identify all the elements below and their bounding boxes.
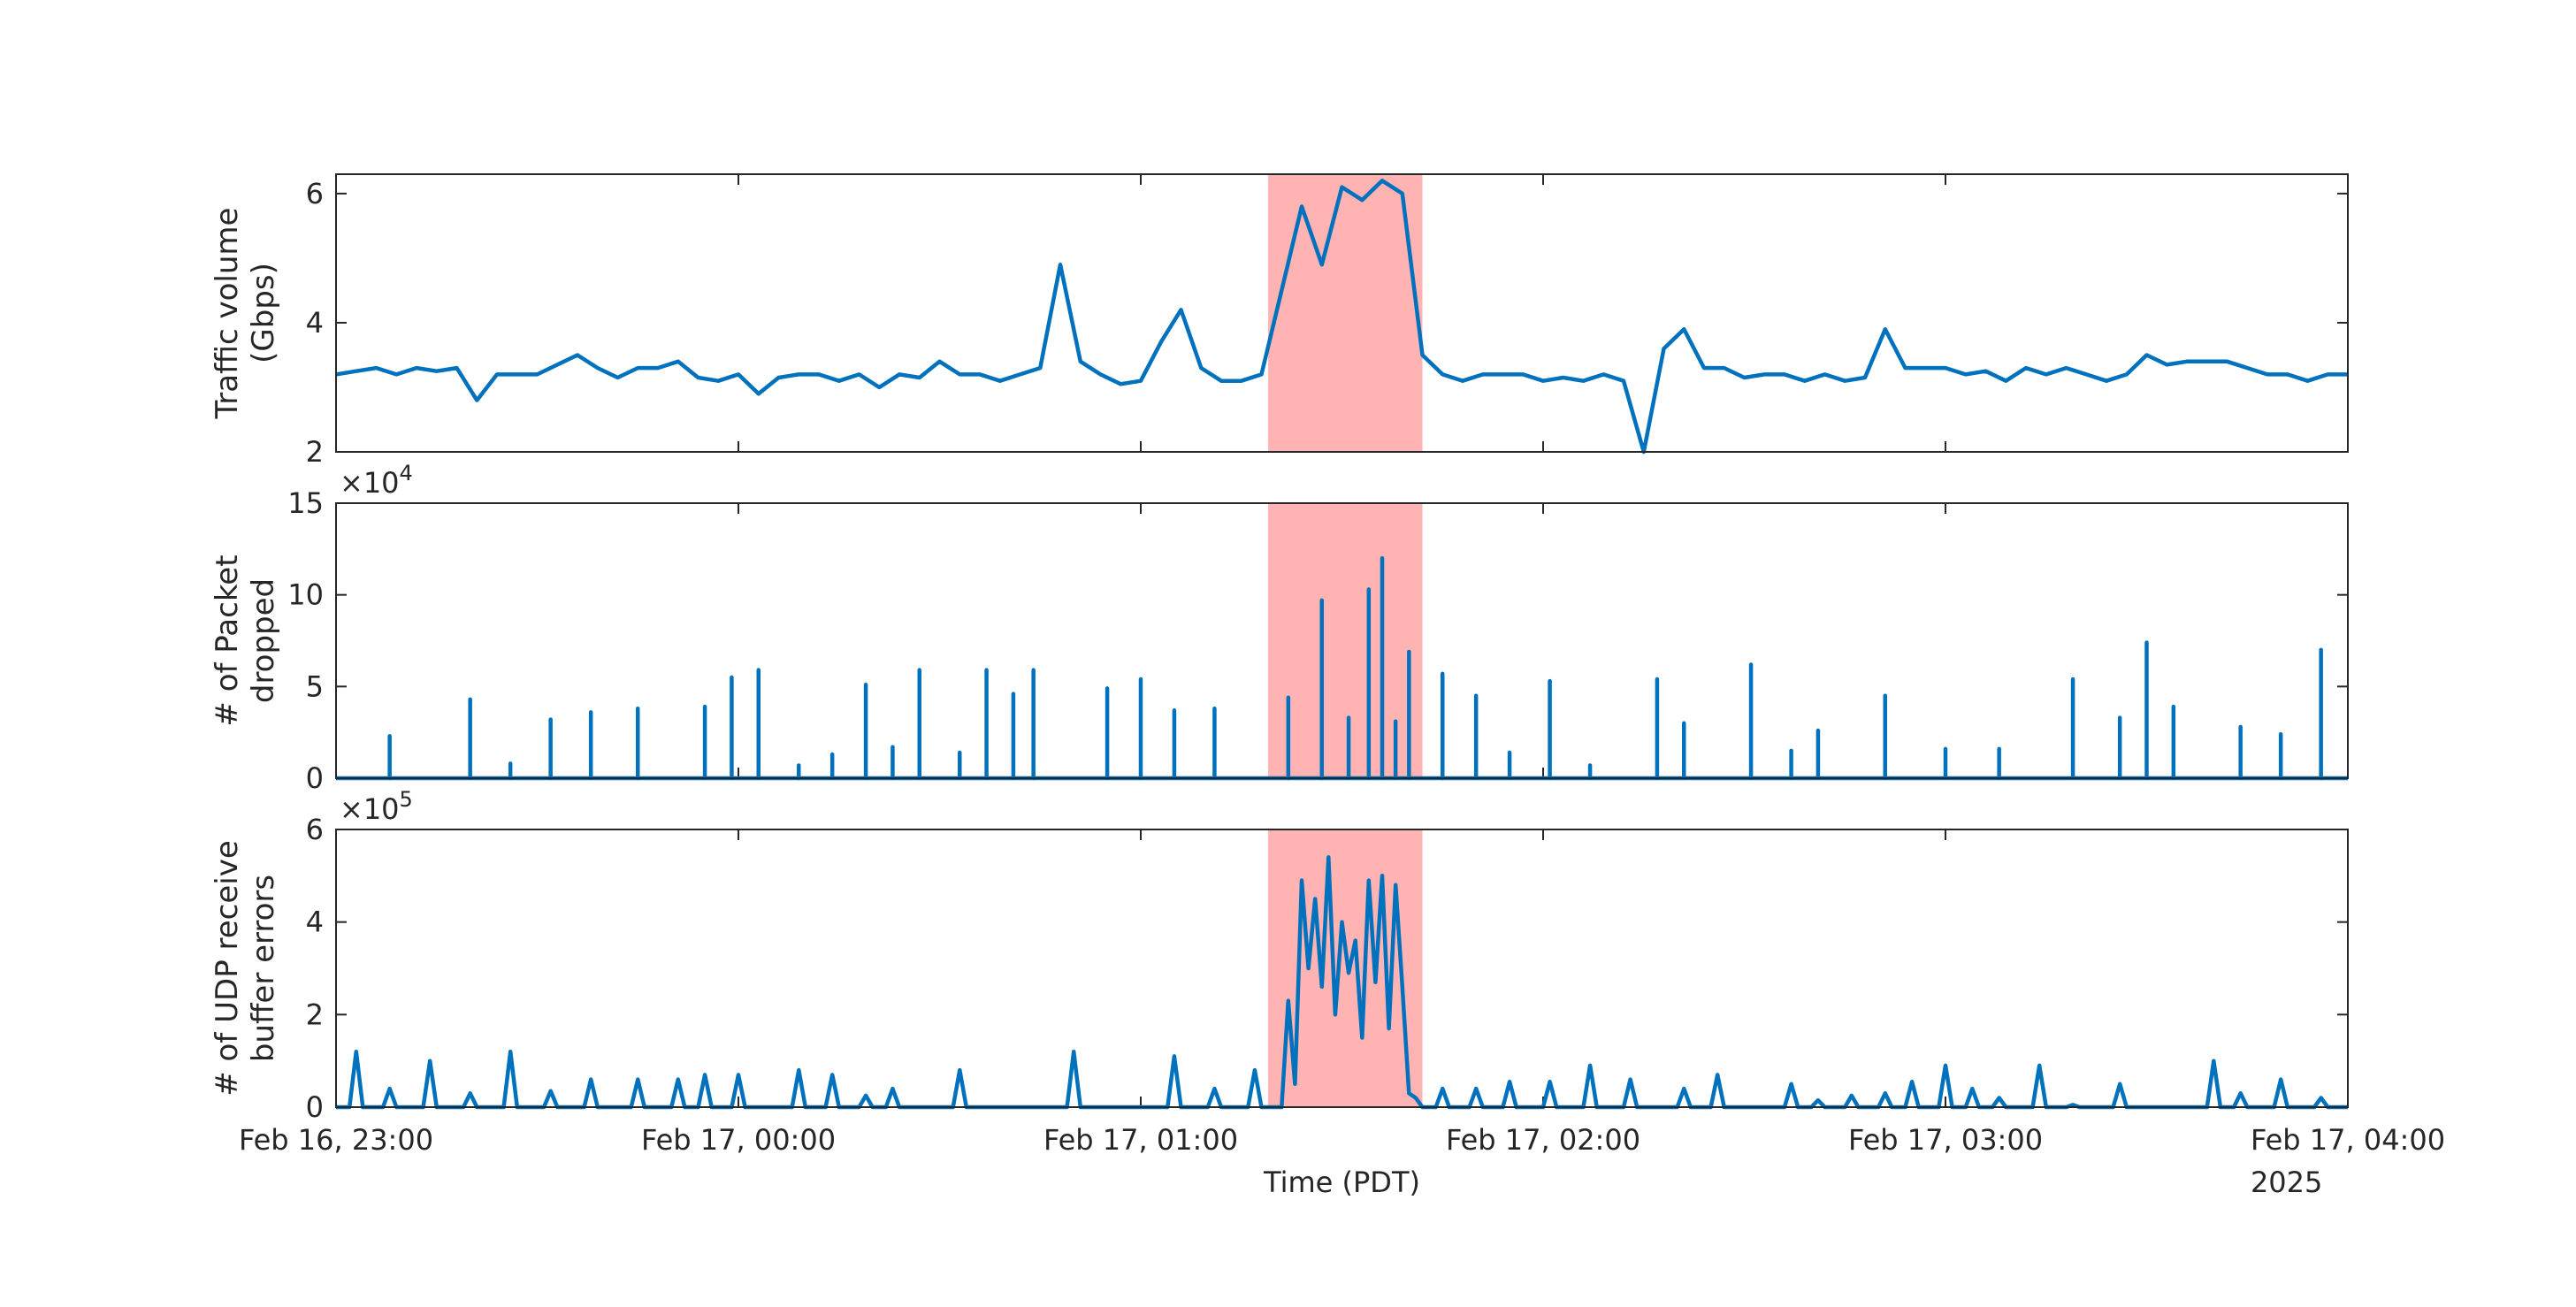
y-axis-label: # of Packet: [210, 554, 245, 726]
y-tick-label: 5: [306, 669, 324, 703]
panel: 0 5 10 15: [287, 486, 2349, 795]
y-axis-label: Traffic volume: [210, 208, 245, 420]
highlight-region: [1268, 503, 1423, 778]
y-axis-label: buffer errors: [246, 875, 281, 1062]
plot-frame: [335, 502, 2349, 779]
x-tick-label: Feb 17, 03:00: [1848, 1123, 2043, 1157]
multiplier-base: ×10: [340, 466, 400, 500]
y-tick-label: 15: [287, 486, 324, 520]
panel: 0 2 4 6: [306, 813, 2349, 1124]
y-tick-label: 10: [287, 578, 324, 612]
y-tick-label: 4: [306, 906, 324, 939]
y-tick-label: 6: [306, 177, 324, 210]
data-line: [335, 179, 2348, 455]
plot-frame: [335, 829, 2349, 1108]
y-tick-label: 0: [306, 1090, 324, 1124]
plot-frame: [335, 173, 2349, 453]
y-axis-label: (Gbps): [246, 263, 281, 363]
highlight-region: [1268, 174, 1423, 452]
multiplier-exponent: 4: [400, 461, 413, 485]
panel: 2 4 6: [306, 173, 2349, 469]
multiplier-exponent: 5: [400, 787, 413, 812]
x-tick-label: Feb 17, 00:00: [641, 1123, 836, 1157]
y-tick-label: 2: [306, 435, 324, 469]
x-year-label: 2025: [2251, 1166, 2322, 1199]
y-multiplier: ×105: [340, 787, 413, 826]
multiplier-base: ×10: [340, 792, 400, 826]
y-tick-label: 0: [306, 761, 324, 795]
x-axis-label: Time (PDT): [1263, 1166, 1420, 1199]
y-multiplier: ×104: [340, 461, 413, 500]
y-axis-label: # of UDP receive: [210, 840, 245, 1097]
y-tick-label: 4: [306, 306, 324, 340]
x-tick-label: Feb 17, 01:00: [1043, 1123, 1238, 1157]
data-line: [336, 855, 2348, 1110]
x-tick-label: Feb 17, 04:00: [2251, 1123, 2445, 1157]
y-axis-label: dropped: [246, 578, 281, 703]
x-tick-label: Feb 17, 02:00: [1446, 1123, 1640, 1157]
x-tick-label: Feb 16, 23:00: [239, 1123, 433, 1157]
y-tick-label: 2: [306, 997, 324, 1031]
y-tick-label: 6: [306, 813, 324, 846]
